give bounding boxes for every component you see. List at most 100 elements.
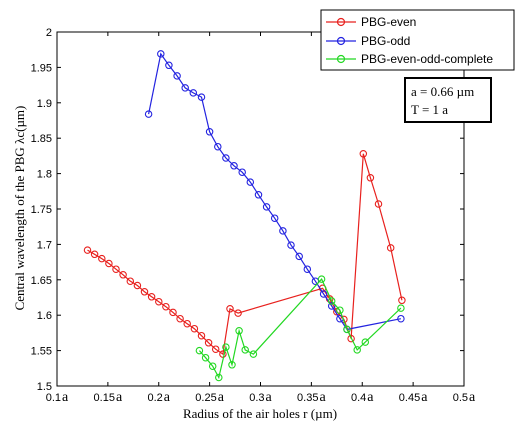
data-point-pbg-even	[359, 150, 368, 158]
y-tick-label: 1.85	[31, 133, 52, 145]
data-point-pbg-even	[140, 288, 149, 296]
x-axis-label: Radius of the air holes r (µm)	[183, 406, 337, 421]
y-tick-label: 1.95	[31, 62, 52, 74]
x-tick-label: 0.1a	[46, 390, 69, 405]
data-point-pbg-odd	[173, 72, 181, 80]
data-point-pbg-even	[374, 200, 383, 208]
annotation-line-2: T = 1 a	[411, 102, 448, 117]
data-point-pbg-even	[204, 339, 213, 347]
data-point-pbg-odd	[144, 110, 153, 118]
data-point-pbg-even	[119, 271, 127, 279]
y-tick-label: 2	[46, 27, 52, 39]
y-tick-label: 1.55	[31, 346, 52, 358]
x-tick-label: 0.25a	[195, 390, 224, 405]
series-pbg-even-odd-complete	[195, 275, 405, 382]
data-point-pbg-even	[219, 350, 227, 358]
x-tick-label: 0.35a	[297, 390, 326, 405]
x-tick-label: 0.5a	[453, 390, 476, 405]
legend: PBG-even PBG-odd PBG-even-odd-complete	[320, 9, 515, 71]
data-point-pbg-odd	[246, 178, 255, 186]
plot-area	[56, 31, 465, 387]
data-point-pbg-odd	[157, 50, 165, 58]
data-point-pbg-odd	[197, 93, 206, 101]
data-point-pbg-odd	[222, 154, 230, 162]
data-point-pbg-even	[169, 308, 177, 317]
data-point-pbg-even-odd-complete	[327, 297, 336, 305]
data-point-pbg-even	[190, 324, 199, 333]
x-tick-label: 0.45a	[399, 390, 428, 405]
data-point-pbg-even	[347, 334, 355, 343]
data-point-pbg-odd	[279, 227, 287, 235]
data-point-pbg-odd	[262, 203, 271, 211]
annotation-line-1: a = 0.66 µm	[411, 84, 474, 99]
data-point-pbg-even	[155, 297, 163, 306]
data-point-pbg-even-odd-complete	[241, 346, 249, 354]
data-point-pbg-odd	[205, 128, 214, 136]
legend-label-even: PBG-even	[361, 15, 416, 29]
data-point-pbg-even-odd-complete	[336, 306, 344, 314]
data-point-pbg-even-odd-complete	[235, 327, 243, 335]
data-point-pbg-odd	[287, 241, 295, 249]
data-point-pbg-even	[226, 305, 234, 313]
data-point-pbg-even	[386, 244, 395, 252]
data-point-pbg-even	[197, 331, 206, 340]
data-point-pbg-even	[162, 302, 170, 311]
y-tick-label: 1.65	[31, 275, 52, 287]
legend-label-odd: PBG-odd	[361, 34, 410, 48]
data-point-pbg-even-odd-complete	[343, 325, 351, 334]
data-point-pbg-even-odd-complete	[195, 346, 204, 355]
data-point-pbg-odd	[303, 265, 312, 273]
data-point-pbg-odd	[214, 142, 222, 151]
y-tick-labels: 1.5 1.55 1.6 1.65 1.7 1.75 1.8 1.85 1.9 1.95 2	[31, 27, 52, 393]
x-tick-label: 0.2a	[147, 390, 170, 405]
legend-label-complete: PBG-even-odd-complete	[361, 52, 493, 66]
x-tick-label: 0.4a	[351, 390, 374, 405]
y-tick-label: 1.8	[37, 169, 52, 181]
data-point-pbg-even	[83, 246, 92, 254]
y-tick-label: 1.9	[37, 98, 52, 110]
data-point-pbg-odd	[181, 84, 189, 92]
legend-marker-complete	[336, 54, 346, 64]
data-point-pbg-odd	[254, 191, 263, 199]
annotation-box	[404, 77, 492, 123]
data-point-pbg-even	[90, 250, 99, 259]
series-layer	[83, 50, 406, 382]
data-point-pbg-odd	[397, 314, 405, 323]
legend-marker-even	[336, 17, 346, 27]
x-tick-label: 0.15a	[94, 390, 123, 405]
data-point-pbg-even	[133, 281, 142, 290]
data-point-pbg-even	[183, 319, 191, 328]
data-point-pbg-even	[366, 174, 375, 182]
data-point-pbg-odd	[189, 89, 198, 97]
data-point-pbg-even	[105, 259, 113, 268]
data-point-pbg-even	[112, 265, 120, 273]
series-line-pbg-even-odd-complete	[198, 278, 402, 380]
x-tick-label: 0.3a	[249, 390, 272, 405]
data-point-pbg-even-odd-complete	[215, 373, 223, 382]
data-point-pbg-odd	[295, 252, 303, 261]
legend-box	[320, 9, 515, 71]
series-line-pbg-odd	[148, 52, 402, 331]
y-tick-label: 1.5	[37, 381, 52, 393]
data-point-pbg-even-odd-complete	[222, 343, 230, 351]
data-point-pbg-even-odd-complete	[201, 353, 210, 362]
y-axis-label: Central wavelength of the PBG λc(µm)	[12, 106, 27, 311]
data-point-pbg-even	[234, 309, 242, 317]
x-tick-labels: 0.1a 0.15a 0.2a 0.25a 0.3a 0.35a 0.4a 0.45a 0.5a	[46, 390, 476, 405]
data-point-pbg-even-odd-complete	[228, 361, 236, 369]
y-tick-label: 1.75	[31, 204, 52, 216]
data-point-pbg-odd	[327, 302, 336, 310]
data-point-pbg-even	[126, 277, 135, 285]
data-point-pbg-odd	[319, 290, 328, 298]
data-point-pbg-odd	[230, 162, 238, 170]
data-point-pbg-even	[398, 296, 406, 305]
data-point-pbg-odd	[238, 168, 246, 176]
legend-marker-odd	[336, 36, 346, 46]
data-point-pbg-even-odd-complete	[208, 362, 217, 370]
data-point-pbg-even	[211, 345, 220, 353]
legend-item-even: PBG-even	[326, 15, 416, 29]
y-tick-label: 1.6	[37, 310, 52, 322]
y-tick-label: 1.7	[37, 239, 52, 251]
data-point-pbg-even	[98, 254, 106, 263]
data-point-pbg-even	[147, 293, 156, 301]
